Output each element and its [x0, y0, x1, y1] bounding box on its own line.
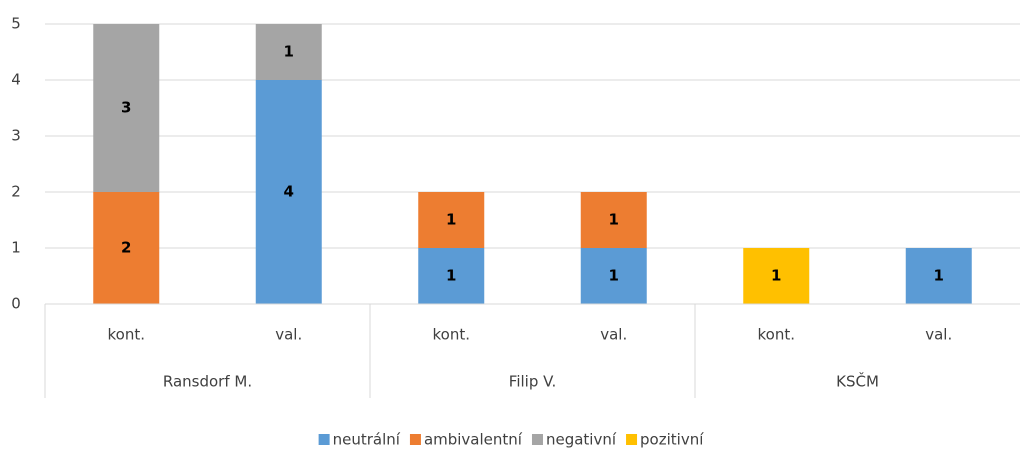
data-label: 1: [771, 267, 781, 285]
legend-swatch: [531, 434, 543, 445]
data-label: 2: [121, 239, 131, 257]
bar-segment: [255, 80, 322, 304]
legend-swatch: [626, 434, 638, 445]
y-tick-label: 1: [11, 239, 21, 257]
bar-segment: [418, 192, 485, 248]
bar-segment: [743, 248, 810, 304]
group-label: Filip V.: [509, 373, 556, 391]
y-tick-label: 2: [11, 183, 21, 201]
legend-label: ambivalentní: [424, 431, 523, 449]
y-tick-label: 0: [11, 295, 21, 313]
x-tick-label: val.: [925, 326, 952, 344]
x-tick-label: val.: [275, 326, 302, 344]
group-label: Ransdorf M.: [163, 373, 252, 391]
bar-segment: [255, 24, 322, 80]
legend-swatch: [318, 434, 330, 445]
data-label: 1: [609, 211, 619, 229]
bar-segment: [93, 192, 160, 304]
data-label: 1: [446, 267, 456, 285]
data-label: 4: [284, 183, 294, 201]
bar-segment: [580, 248, 647, 304]
data-label: 1: [446, 211, 456, 229]
bar-segment: [905, 248, 972, 304]
y-tick-label: 3: [11, 127, 21, 145]
x-tick-label: kont.: [758, 326, 796, 344]
x-tick-label: kont.: [108, 326, 146, 344]
bar-segment: [93, 24, 160, 192]
legend-label: neutrální: [333, 431, 401, 449]
legend-swatch: [409, 434, 421, 445]
x-tick-label: kont.: [433, 326, 471, 344]
legend-label: pozitivní: [640, 431, 704, 449]
y-tick-label: 4: [11, 71, 21, 89]
x-tick-label: val.: [600, 326, 627, 344]
data-label: 3: [121, 99, 131, 117]
legend-label: negativní: [546, 431, 617, 449]
data-label: 1: [609, 267, 619, 285]
bar-segment: [580, 192, 647, 248]
data-label: 1: [934, 267, 944, 285]
bar-segment: [418, 248, 485, 304]
data-label: 1: [284, 43, 294, 61]
y-tick-label: 5: [11, 15, 21, 33]
group-label: KSČM: [836, 372, 879, 391]
